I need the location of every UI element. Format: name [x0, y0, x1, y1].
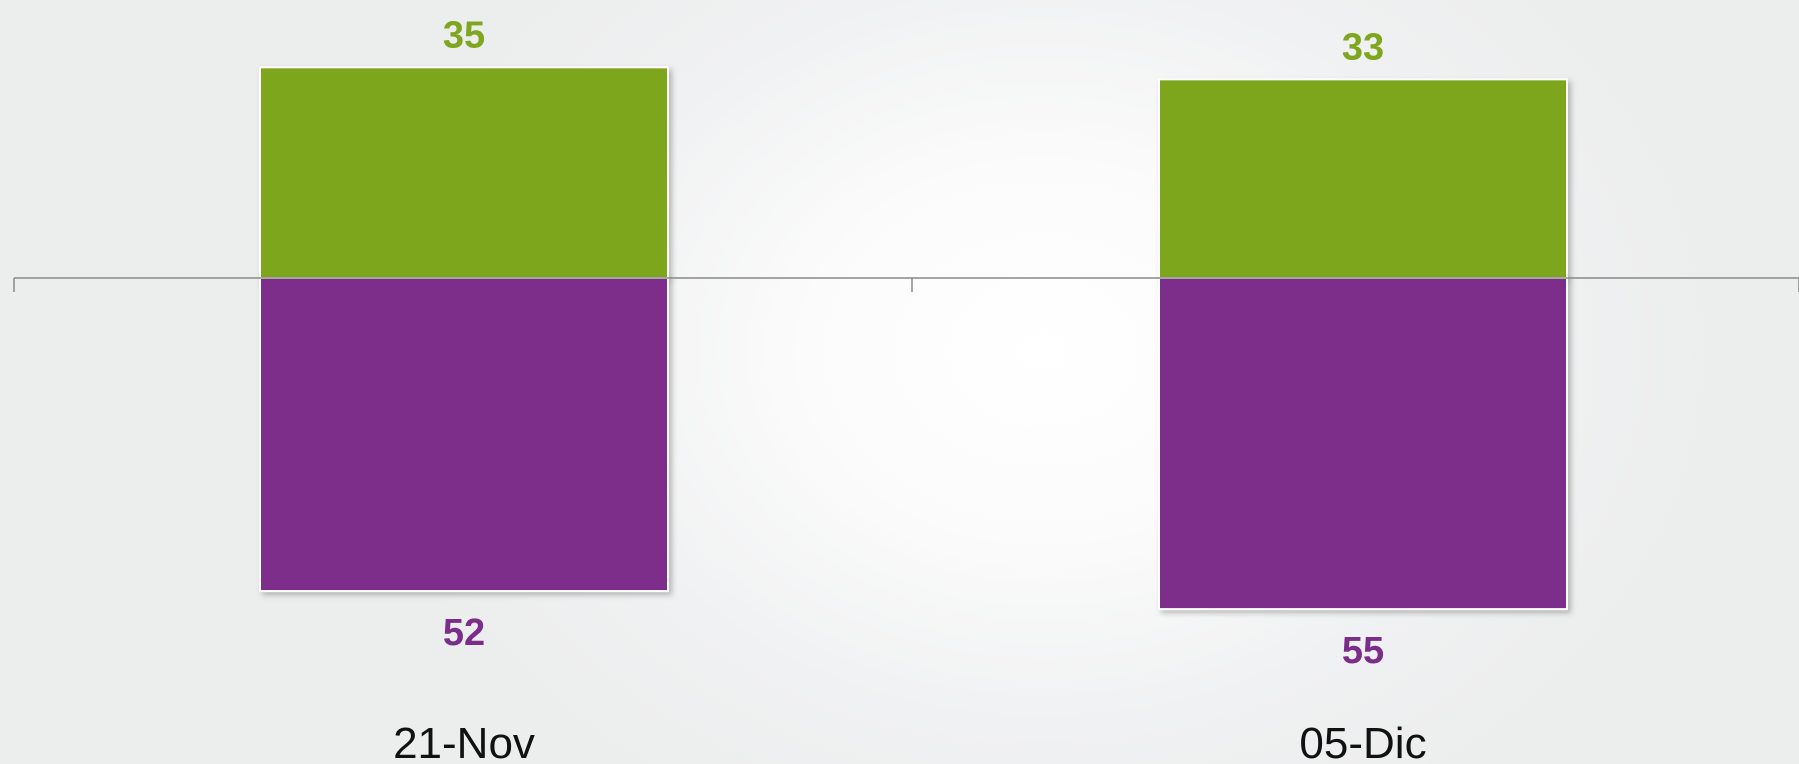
bar-05-Dic-series-1 [1158, 277, 1568, 611]
bar-21-Nov-series-1 [259, 277, 669, 593]
data-label-05-Dic-series-1: 55 [1342, 630, 1384, 672]
data-label-21-Nov-series-1: 52 [443, 612, 485, 654]
data-label-21-Nov-series-0: 35 [443, 14, 485, 56]
bar-21-Nov-series-0 [259, 66, 669, 279]
axis-layer [13, 277, 1799, 292]
labels-layer: 35 52 21-Nov 33 55 05-Dic [393, 14, 1427, 764]
data-label-05-Dic-series-0: 33 [1342, 26, 1384, 68]
category-label-05-Dic: 05-Dic [1299, 719, 1426, 764]
bar-05-Dic-series-0 [1158, 78, 1568, 279]
bars-layer [259, 66, 1568, 611]
category-label-21-Nov: 21-Nov [393, 719, 535, 764]
